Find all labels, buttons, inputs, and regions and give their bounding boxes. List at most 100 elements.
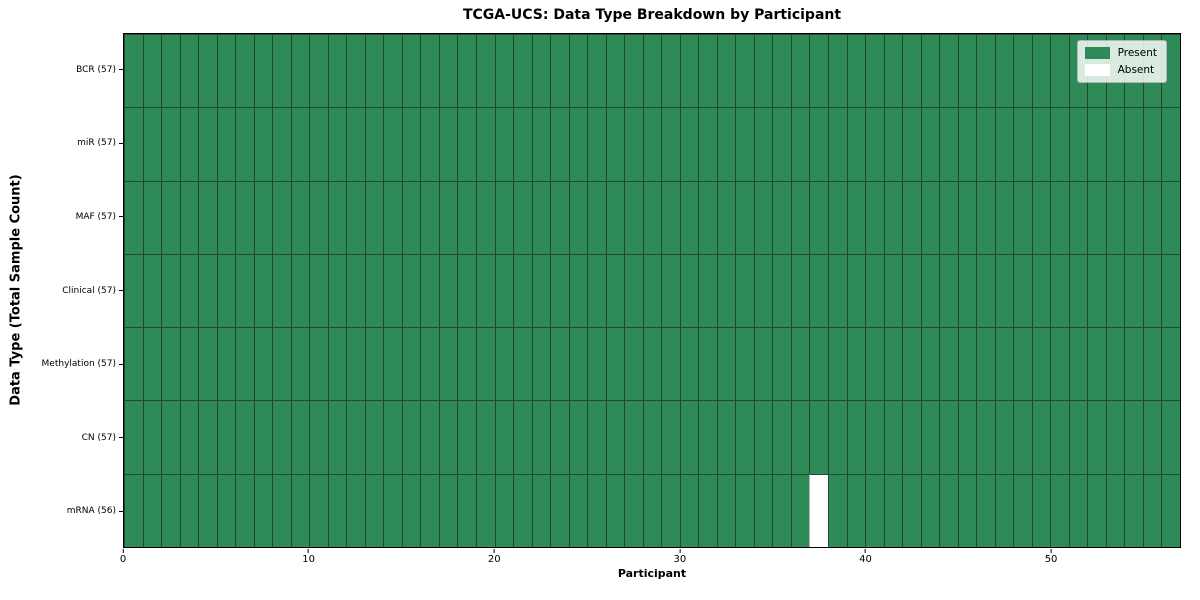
legend: Present Absent <box>1076 40 1167 83</box>
heatmap-cell <box>1031 253 1051 328</box>
heatmap-cell <box>290 400 310 474</box>
heatmap-cell <box>920 34 940 108</box>
heatmap-cell <box>235 107 254 181</box>
heatmap-cell <box>698 473 717 547</box>
y-tick-label: BCR (57) <box>76 65 123 75</box>
heatmap-cell <box>827 473 847 547</box>
heatmap-cell <box>1031 180 1051 254</box>
heatmap-cell <box>605 107 625 181</box>
heatmap-cell <box>142 253 162 328</box>
heatmap-cell <box>383 107 402 181</box>
heatmap-cell <box>1031 34 1051 108</box>
heatmap-cell <box>939 34 958 108</box>
heatmap-cell <box>809 400 828 474</box>
heatmap-cell <box>513 34 532 108</box>
heatmap-cell <box>216 180 236 254</box>
heatmap-cell <box>124 400 143 474</box>
heatmap-cell <box>272 327 291 401</box>
heatmap-cell <box>457 327 476 401</box>
heatmap-cell <box>494 180 514 254</box>
heatmap-cell <box>457 180 476 254</box>
heatmap-cell <box>346 107 365 181</box>
heatmap-cell <box>735 400 754 474</box>
heatmap-cell <box>753 180 773 254</box>
heatmap-cell <box>716 180 736 254</box>
heatmap-cell <box>1068 327 1088 401</box>
y-tick-mark <box>119 363 123 365</box>
heatmap-cell <box>1013 180 1032 254</box>
x-tick-mark <box>1050 549 1052 553</box>
heatmap-cell <box>994 180 1014 254</box>
heatmap-cell <box>920 253 940 328</box>
heatmap-cell <box>327 327 347 401</box>
heatmap-cell <box>142 180 162 254</box>
heatmap-cell <box>253 400 273 474</box>
heatmap-cell <box>401 34 421 108</box>
heatmap-cell <box>661 253 680 328</box>
heatmap-cell <box>587 107 606 181</box>
heatmap-cell <box>1142 107 1162 181</box>
heatmap-cell <box>401 473 421 547</box>
heatmap-cell <box>679 473 699 547</box>
heatmap-cell <box>642 107 662 181</box>
heatmap-cell <box>957 473 977 547</box>
heatmap-cell <box>1068 400 1088 474</box>
x-tick-mark <box>493 549 495 553</box>
heatmap-cell <box>1031 107 1051 181</box>
heatmap-cell <box>735 34 754 108</box>
heatmap-cell <box>235 473 254 547</box>
heatmap-cell <box>475 107 495 181</box>
heatmap-cell <box>735 253 754 328</box>
heatmap-cell <box>124 107 143 181</box>
heatmap-cell <box>438 107 458 181</box>
heatmap-cell <box>865 473 884 547</box>
heatmap-cell <box>976 253 995 328</box>
heatmap-cell <box>1161 107 1180 181</box>
heatmap-cell <box>735 107 754 181</box>
heatmap-cell <box>902 107 921 181</box>
y-tick-label: MAF (57) <box>76 212 123 222</box>
heatmap-cell <box>883 400 903 474</box>
plot-area: Present Absent <box>123 33 1181 548</box>
heatmap-cell <box>494 253 514 328</box>
heatmap-cell <box>605 327 625 401</box>
heatmap-cell <box>161 253 180 328</box>
heatmap-cell <box>661 400 680 474</box>
legend-swatch-present <box>1084 47 1110 59</box>
heatmap-cell <box>1068 180 1088 254</box>
heatmap-cell <box>809 180 828 254</box>
heatmap-cell <box>1142 473 1162 547</box>
heatmap-cell <box>568 327 588 401</box>
heatmap-cell <box>846 107 866 181</box>
heatmap-cell <box>1142 400 1162 474</box>
heatmap-cell <box>939 107 958 181</box>
heatmap-cell <box>272 400 291 474</box>
heatmap-cell <box>253 180 273 254</box>
heatmap-cell <box>346 473 365 547</box>
heatmap-cell <box>809 34 828 108</box>
y-axis-ticks: BCR (57) miR (57) MAF (57) Clinical (57) Met… <box>0 33 123 548</box>
heatmap-cell <box>902 327 921 401</box>
heatmap-cell <box>1013 107 1032 181</box>
x-tick-label: 10 <box>302 549 315 565</box>
heatmap-cell <box>420 253 439 328</box>
y-tick-label: miR (57) <box>77 138 123 148</box>
heatmap-cell <box>1124 400 1143 474</box>
heatmap-cell <box>753 253 773 328</box>
heatmap-cell <box>1161 400 1180 474</box>
heatmap-cell <box>957 180 977 254</box>
heatmap-cell <box>605 34 625 108</box>
heatmap-cell <box>401 253 421 328</box>
heatmap-cell <box>642 34 662 108</box>
heatmap-cell <box>772 473 791 547</box>
heatmap-cell <box>642 473 662 547</box>
heatmap-cell <box>976 327 995 401</box>
heatmap-cell <box>827 253 847 328</box>
heatmap-cell <box>1142 253 1162 328</box>
heatmap-cell <box>679 34 699 108</box>
heatmap-cell <box>142 34 162 108</box>
heatmap-cell <box>865 400 884 474</box>
heatmap-cell <box>327 107 347 181</box>
heatmap-cell <box>883 107 903 181</box>
heatmap-cell <box>716 400 736 474</box>
